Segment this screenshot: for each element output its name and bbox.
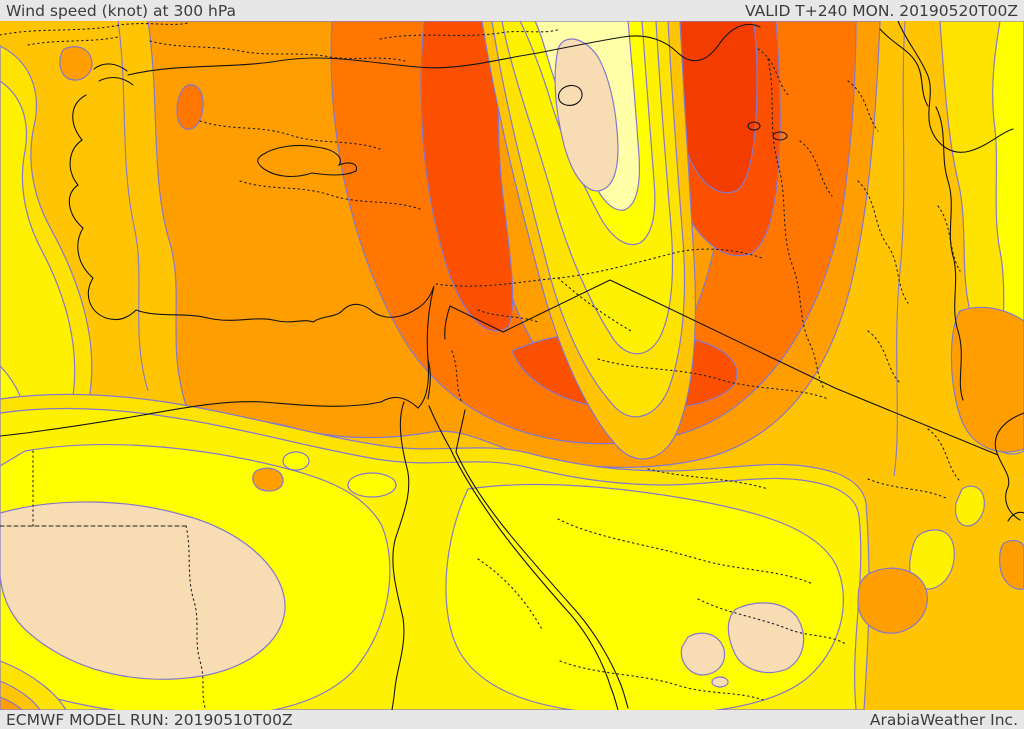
- tongue-cream: [554, 38, 619, 192]
- nile-river: [391, 401, 410, 710]
- africa-med-coast: [0, 396, 419, 437]
- se-orange-blob-2: [999, 539, 1024, 590]
- east-orange-patch: [950, 306, 1024, 453]
- aegean-levant-coast: [68, 94, 435, 409]
- border-saudi-north: [597, 358, 829, 400]
- lake-urmia: [772, 131, 788, 141]
- contour-arc-east: [893, 21, 906, 477]
- wind-map: [0, 21, 1024, 710]
- border-iran-interior: [757, 48, 961, 384]
- nw-orange-blob: [59, 46, 93, 81]
- persian-gulf-coast: [994, 412, 1024, 522]
- border-turkey-syria: [435, 248, 763, 287]
- east-yellow-patch-2: [954, 485, 985, 527]
- cairo-bright-blob: [347, 472, 397, 498]
- east-yellow-patch-1: [909, 529, 955, 590]
- valid-time-label: VALID T+240 MON. 20190520T00Z: [745, 1, 1018, 20]
- yellow-tongue: [481, 21, 697, 460]
- footer-bar: ECMWF MODEL RUN: 20190510T00Z ArabiaWeat…: [0, 710, 1024, 729]
- saudi-cream-2: [680, 632, 726, 676]
- iran-border-line: [935, 106, 964, 401]
- border-syria-iraq: [557, 277, 634, 333]
- suez-orange-blob: [252, 467, 284, 492]
- red-sea-east-coast: [455, 409, 629, 709]
- wind-map-svg: [0, 21, 1024, 710]
- black-sea-coast: [127, 23, 761, 76]
- jordan-valley-line: [427, 359, 431, 400]
- border-sudan-east: [185, 525, 207, 710]
- lake-tuz: [557, 84, 583, 106]
- contour-arc-west: [117, 21, 149, 392]
- country-borders: [0, 22, 961, 710]
- cyprus-coast: [257, 144, 358, 178]
- border-balkans: [0, 22, 406, 62]
- marmara-coast: [93, 63, 134, 86]
- sw-orange-wedge: [0, 696, 23, 710]
- nw-darkorange-teardrop: [176, 84, 204, 130]
- se-orange-blob-1: [857, 567, 928, 634]
- border-north-blacksea: [379, 28, 561, 40]
- model-run-label: ECMWF MODEL RUN: 20190510T00Z: [6, 710, 293, 729]
- caucasus-caspian-lines: [879, 21, 1014, 153]
- header-bar: Wind speed (knot) at 300 hPa VALID T+240…: [0, 0, 1024, 21]
- border-gulf-states: [867, 428, 961, 500]
- contour-fills: [0, 21, 1024, 710]
- border-sinai: [451, 350, 463, 404]
- border-hejaz: [477, 558, 544, 632]
- saudi-cream-3: [711, 676, 729, 688]
- egypt-cream: [0, 501, 286, 680]
- lake-van: [747, 121, 761, 131]
- jet-core-west: [420, 21, 514, 332]
- extra-contours: [117, 21, 906, 477]
- suez-bright-spot: [282, 451, 310, 471]
- map-title: Wind speed (knot) at 300 hPa: [6, 1, 237, 20]
- coastlines: [0, 21, 1024, 710]
- red-sea-west-coast: [428, 405, 619, 710]
- border-iraq-iran: [767, 58, 825, 390]
- border-saudi-south: [559, 598, 847, 702]
- saudi-cream-1: [727, 602, 805, 674]
- saudi-straight-borders: [444, 279, 999, 456]
- border-saudi-mid: [557, 468, 814, 585]
- border-jordan: [477, 309, 539, 323]
- provider-label: ArabiaWeather Inc.: [869, 710, 1018, 729]
